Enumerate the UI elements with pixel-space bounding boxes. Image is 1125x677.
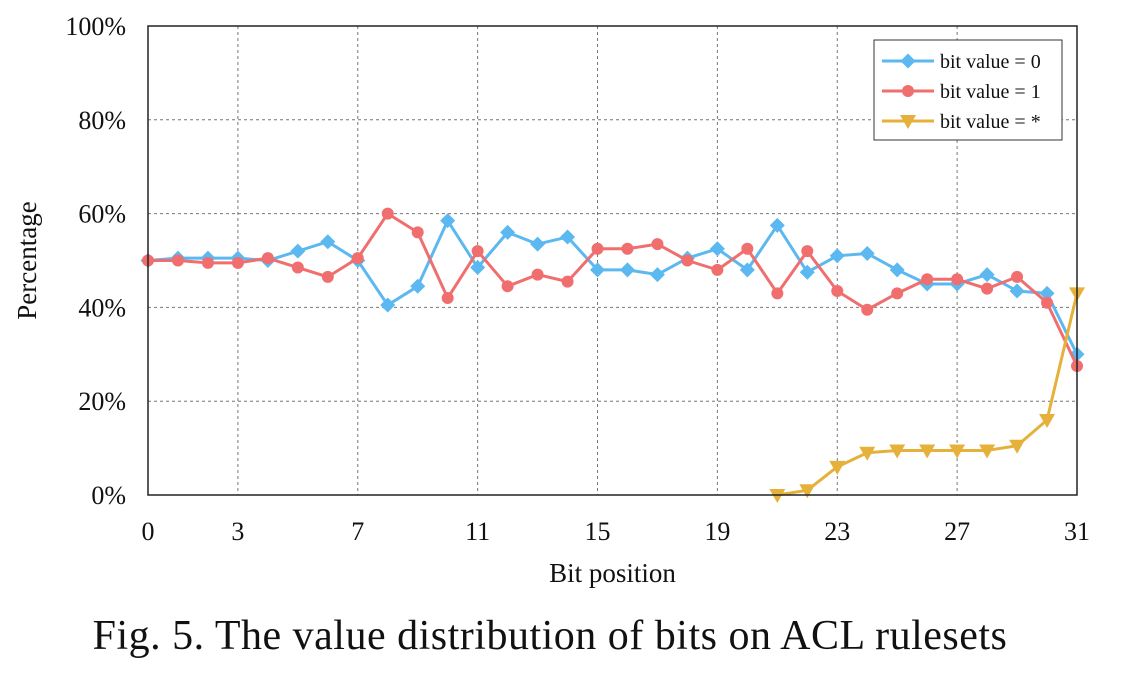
- data-point: [859, 446, 876, 461]
- data-point: [410, 278, 426, 294]
- series-line: [147, 219, 1079, 355]
- data-point: [560, 229, 576, 245]
- data-point: [261, 252, 274, 265]
- data-point: [741, 242, 754, 255]
- data-point: [769, 217, 785, 233]
- data-point: [380, 297, 396, 313]
- series-line: [777, 292, 1079, 497]
- data-point: [351, 252, 364, 265]
- data-point: [771, 287, 784, 300]
- data-point: [381, 207, 394, 220]
- x-tick-label: 0: [142, 517, 155, 546]
- y-tick-label: 0%: [91, 481, 126, 510]
- legend-swatch-marker: [902, 85, 914, 97]
- data-point: [201, 256, 214, 269]
- data-point: [591, 242, 604, 255]
- series-layer: [140, 207, 1085, 503]
- data-point: [799, 484, 816, 499]
- data-point: [500, 224, 516, 240]
- data-point: [739, 262, 755, 278]
- y-tick-label: 60%: [78, 200, 126, 229]
- legend-label: bit value = 0: [940, 51, 1041, 73]
- data-point: [649, 267, 665, 283]
- data-point: [470, 260, 486, 276]
- x-tick-label: 31: [1064, 517, 1090, 546]
- data-point: [681, 254, 694, 267]
- x-tick-label: 23: [824, 517, 850, 546]
- data-point: [919, 444, 936, 459]
- x-tick-label: 27: [944, 517, 970, 546]
- x-axis-title: Bit position: [549, 558, 676, 588]
- data-point: [889, 262, 905, 278]
- y-tick-label: 100%: [65, 12, 126, 41]
- data-point: [1039, 413, 1056, 428]
- data-point: [530, 236, 546, 252]
- data-point: [921, 273, 934, 286]
- data-point: [979, 444, 996, 459]
- data-point: [1011, 270, 1024, 283]
- data-point: [951, 273, 964, 286]
- y-tick-label: 80%: [78, 106, 126, 135]
- legend-swatch-marker: [900, 53, 916, 69]
- data-point: [321, 270, 334, 283]
- data-point: [440, 213, 456, 229]
- data-point: [651, 238, 664, 251]
- data-point: [441, 292, 454, 305]
- x-tick-label: 11: [465, 517, 490, 546]
- data-point: [801, 245, 814, 258]
- data-point: [561, 275, 574, 288]
- data-point: [291, 261, 304, 274]
- data-point: [829, 248, 845, 264]
- data-point: [619, 262, 635, 278]
- data-point: [621, 242, 634, 255]
- series-0: [140, 213, 1085, 362]
- plot-frame: [147, 25, 1078, 496]
- legend: bit value = 0 bit value = 1 bit value = *: [873, 39, 1063, 141]
- data-point: [1039, 285, 1055, 301]
- figure-caption: Fig. 5. The value distribution of bits o…: [92, 613, 1008, 659]
- x-tick-label: 19: [704, 517, 730, 546]
- data-point: [889, 444, 906, 459]
- x-tick-label: 3: [231, 517, 244, 546]
- data-point: [1041, 296, 1054, 309]
- data-point: [531, 268, 544, 281]
- data-point: [590, 262, 606, 278]
- data-point: [861, 303, 874, 316]
- data-point: [320, 234, 336, 250]
- legend-label: bit value = 1: [940, 81, 1041, 103]
- x-tick-label: 7: [351, 517, 364, 546]
- data-point: [290, 243, 306, 259]
- data-point: [949, 444, 966, 459]
- data-point: [411, 226, 424, 239]
- data-point: [709, 241, 725, 257]
- tick-labels: 0% 20% 40% 60% 80% 100% 0 3 7 11 15 19 23 27 31: [65, 12, 1090, 546]
- data-point: [799, 264, 815, 280]
- legend-label: bit value = *: [940, 111, 1041, 133]
- series-1: [142, 207, 1083, 373]
- data-point: [979, 267, 995, 283]
- data-point: [1009, 283, 1025, 299]
- data-point: [859, 245, 875, 261]
- data-point: [891, 287, 904, 300]
- data-point: [171, 254, 184, 267]
- data-point: [831, 284, 844, 297]
- data-point: [769, 489, 786, 503]
- data-point: [501, 280, 514, 293]
- data-point: [981, 282, 994, 295]
- legend-swatch-marker: [900, 115, 916, 129]
- data-point: [711, 263, 724, 276]
- y-axis-title: Percentage: [12, 201, 42, 319]
- y-tick-label: 20%: [78, 387, 126, 416]
- series-2: [769, 287, 1085, 503]
- y-tick-label: 40%: [78, 293, 126, 322]
- x-tick-label: 15: [585, 517, 611, 546]
- data-point: [829, 460, 846, 475]
- data-point: [1009, 439, 1026, 454]
- data-point: [471, 245, 484, 258]
- data-point: [231, 256, 244, 269]
- series-line: [148, 212, 1079, 367]
